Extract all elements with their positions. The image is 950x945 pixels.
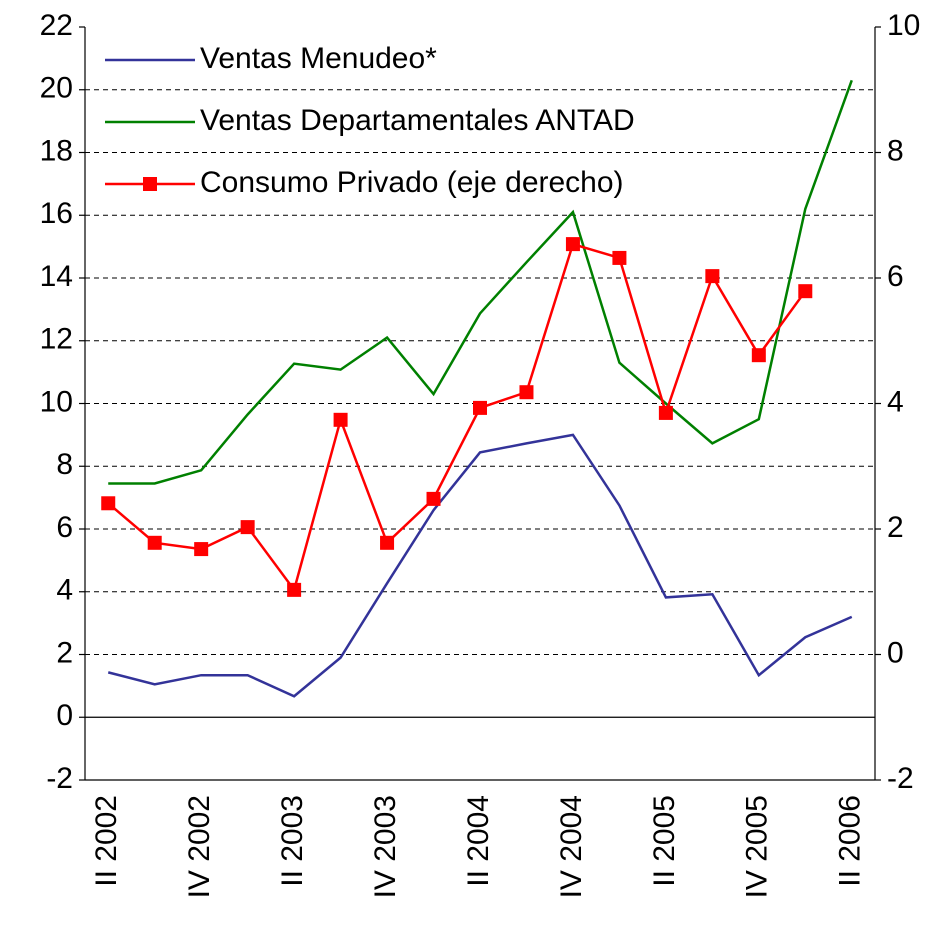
x-tick-label: II 2005 [648,795,681,887]
y2-tick-label: -2 [887,762,914,795]
y-tick-label: 2 [56,636,73,669]
x-tick-label: II 2006 [834,795,867,887]
y-tick-label: 18 [40,134,73,167]
legend-label: Ventas Departamentales ANTAD [200,104,635,137]
series-line [108,244,805,590]
legend-label: Ventas Menudeo* [200,42,437,75]
x-tick-label: II 2004 [462,795,495,887]
y2-tick-label: 2 [887,511,904,544]
y-tick-label: 22 [40,9,73,42]
point-marker [752,348,766,362]
legend-label: Consumo Privado (eje derecho) [200,166,624,199]
y2-tick-label: 0 [887,636,904,669]
y-tick-label: 20 [40,72,73,105]
point-marker [798,284,812,298]
point-marker [705,269,719,283]
point-marker [473,401,487,415]
series-line [108,435,852,696]
point-marker [659,406,673,420]
x-tick-label: IV 2003 [369,795,402,898]
x-tick-label: II 2002 [90,795,123,887]
point-marker [380,536,394,550]
series-line [108,80,852,483]
point-marker [566,237,580,251]
y2-tick-label: 10 [887,9,920,42]
x-tick-label: IV 2002 [183,795,216,898]
y2-tick-label: 4 [887,385,904,418]
point-marker [287,583,301,597]
y2-tick-label: 6 [887,260,904,293]
y-tick-label: 14 [40,260,73,293]
y-tick-label: -2 [46,762,73,795]
y-tick-label: 0 [56,699,73,732]
point-marker [427,492,441,506]
y-tick-label: 12 [40,323,73,356]
y2-tick-label: 8 [887,134,904,167]
y-tick-label: 6 [56,511,73,544]
point-marker [241,520,255,534]
x-tick-label: IV 2005 [741,795,774,898]
point-marker [612,251,626,265]
y-tick-label: 16 [40,197,73,230]
x-tick-label: II 2003 [276,795,309,887]
point-marker [194,542,208,556]
point-marker [101,496,115,510]
y-tick-label: 4 [56,574,73,607]
point-marker [148,536,162,550]
x-tick-label: IV 2004 [555,795,588,898]
point-marker [519,385,533,399]
point-marker [334,413,348,427]
y-tick-label: 10 [40,385,73,418]
legend-marker [143,177,157,191]
chart: -2 0 2 4 6 8 10 12 14 16 18 20 22 -2 0 2 4 6 8 10 II 2002 IV … [0,0,950,945]
y-tick-label: 8 [56,448,73,481]
